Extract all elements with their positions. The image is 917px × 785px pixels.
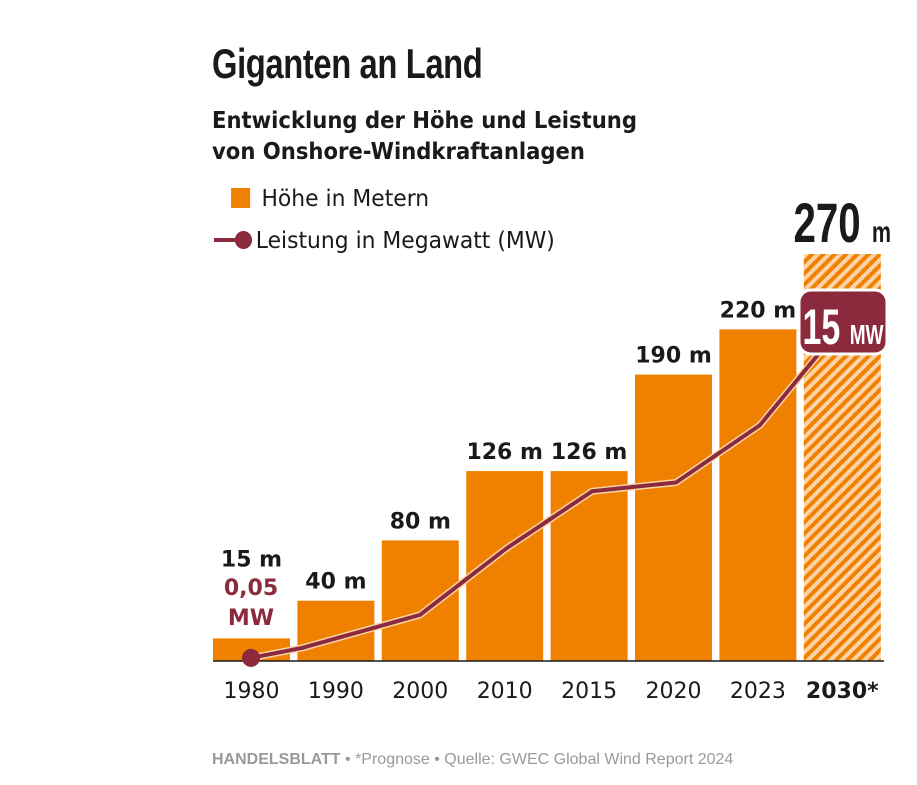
bar-label-2000: 80 m (390, 509, 451, 534)
bar-2000 (381, 540, 459, 661)
bar-label-2020: 190 m (635, 344, 712, 369)
bar-label-1990: 40 m (305, 570, 366, 595)
line-label-first-value: 0,05 (224, 576, 278, 601)
x-tick-2010: 2010 (477, 679, 533, 704)
x-tick-2023: 2023 (730, 679, 786, 704)
line-label-last: 15 MW (802, 300, 883, 356)
subtitle-line-1: Entwicklung der Höhe und Leistung (212, 108, 637, 134)
chart-subtitle: Entwicklung der Höhe und Leistung von On… (212, 106, 637, 168)
bar-label-2010: 126 m (466, 440, 543, 465)
legend-bar-swatch (231, 188, 251, 208)
bar-2015 (550, 471, 628, 661)
bar-label-2023: 220 m (720, 298, 797, 323)
footer-brand: HANDELSBLATT (212, 751, 341, 768)
bar-2020 (635, 374, 712, 661)
line-label-first-unit: MW (228, 606, 274, 631)
x-tick-1990: 1990 (308, 679, 364, 704)
footer-source: • *Prognose • Quelle: GWEC Global Wind R… (340, 751, 734, 768)
bar-label-2015: 126 m (551, 440, 628, 465)
chart-title: Giganten an Land (212, 40, 483, 87)
subtitle-line-2: von Onshore-Windkraftanlagen (212, 139, 585, 165)
bar-label-2030*: 270 m (793, 193, 891, 255)
x-tick-2000: 2000 (392, 679, 448, 704)
x-tick-1980: 1980 (224, 679, 280, 704)
line-point-1980 (242, 648, 260, 667)
footer: HANDELSBLATT • *Prognose • Quelle: GWEC … (212, 751, 733, 769)
legend-line-swatch (214, 231, 252, 249)
bar-2023 (719, 329, 797, 661)
legend-bars: Höhe in Metern (214, 186, 429, 212)
line-end-badge (797, 288, 889, 356)
legend-line: Leistung in Megawatt (MW) (214, 228, 555, 254)
bar-label-1980: 15 m (221, 547, 282, 572)
x-tick-2020: 2020 (646, 679, 702, 704)
line-series-mw (250, 326, 842, 660)
x-tick-2030*: 2030* (806, 679, 879, 704)
legend-bars-label: Höhe in Metern (261, 186, 430, 212)
legend-line-label: Leistung in Megawatt (MW) (255, 228, 555, 254)
x-tick-2015: 2015 (561, 679, 617, 704)
